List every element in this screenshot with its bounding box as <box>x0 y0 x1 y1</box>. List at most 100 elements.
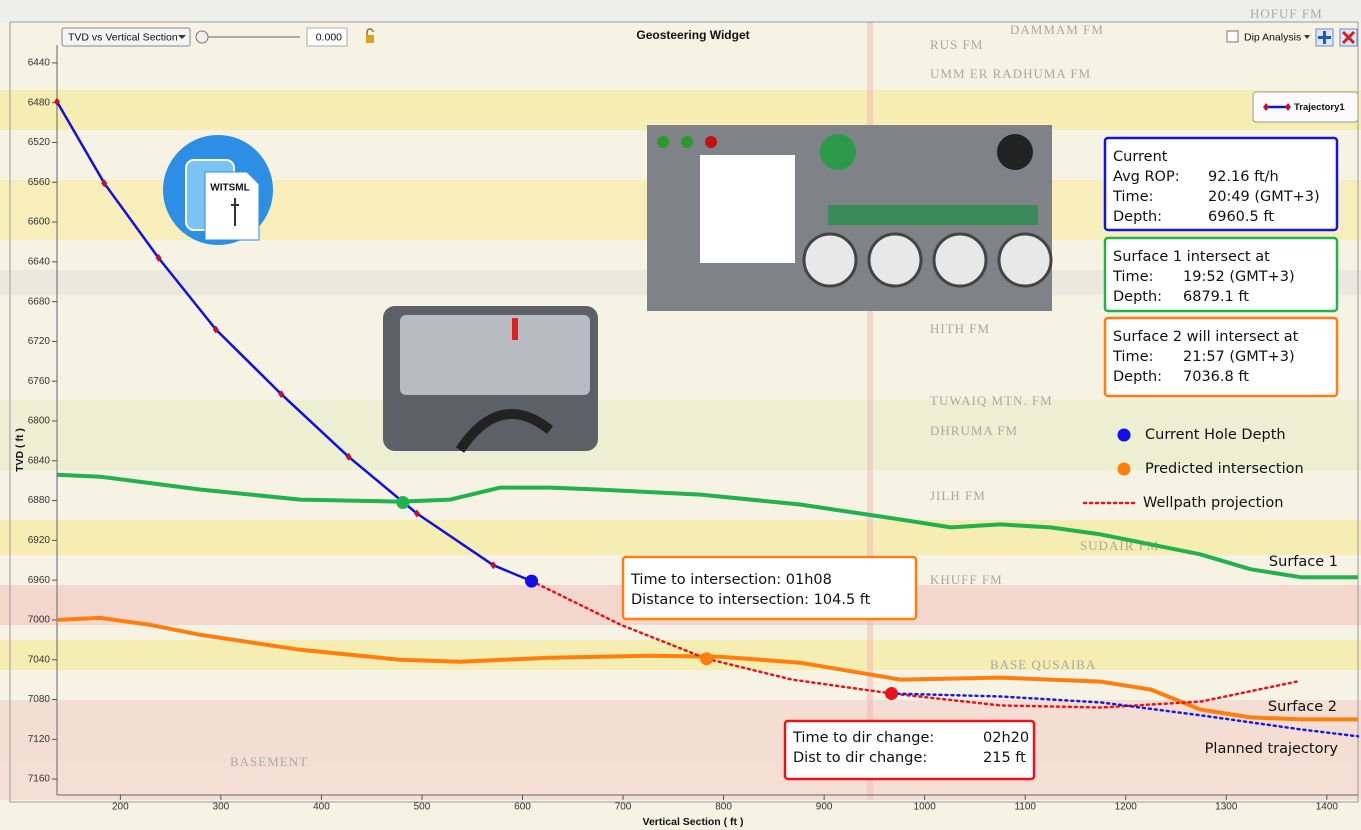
slider-thumb[interactable] <box>195 30 209 44</box>
trajectory-marker <box>101 179 108 188</box>
y-tick-label: 7120 <box>28 734 51 745</box>
trajectory-marker <box>413 509 420 518</box>
frame <box>9 21 1359 803</box>
legend: Trajectory1 Current Hole Depth Predicted i… <box>1082 102 1345 511</box>
legend-swatch <box>1117 462 1131 476</box>
info-text: Depth: <box>1113 289 1162 305</box>
y-axis-title: TVD ( ft ) <box>14 428 26 472</box>
info-text: Time to dir change: <box>792 730 934 746</box>
band <box>0 90 1361 130</box>
dash-strip <box>828 205 1038 225</box>
info-text: Time to intersection: 01h08 <box>630 572 832 588</box>
legend-label: Predicted intersection <box>1145 461 1304 477</box>
icon-rig <box>231 198 239 226</box>
info-text: 92.16 ft/h <box>1208 169 1279 185</box>
gauge <box>867 232 923 288</box>
reset-icon <box>1341 30 1356 45</box>
x-tick-label: 700 <box>615 802 632 813</box>
trajectory-marker <box>278 390 285 399</box>
trajectory-marker <box>54 97 60 106</box>
y-tick-label: 6440 <box>28 58 51 69</box>
info-text: Time: <box>1112 269 1153 285</box>
info-box <box>621 555 918 621</box>
toolbar: TVD vs Vertical Section 0.000 Geosteerin… <box>61 27 1358 47</box>
band <box>0 700 1361 800</box>
zoom-icon <box>1318 31 1331 44</box>
dip-analysis-label[interactable]: Dip Analysis <box>1244 31 1301 43</box>
event-point <box>884 687 898 701</box>
info-text: Surface 1 intersect at <box>1113 249 1270 265</box>
windshield <box>400 315 590 395</box>
info-text: 6960.5 ft <box>1208 209 1274 225</box>
x-tick-label: 1400 <box>1316 802 1339 813</box>
x-tick-label: 1000 <box>914 802 937 813</box>
series-line <box>56 472 1358 580</box>
info-text: Surface 2 will intersect at <box>1113 329 1299 345</box>
series-label: Surface 2 <box>1268 699 1337 715</box>
band <box>0 400 1361 470</box>
y-tick-label: 6800 <box>28 416 51 427</box>
y-tick-label: 7040 <box>28 654 51 665</box>
formation-label: UMM ER RADHUMA FM <box>930 66 1091 81</box>
formation-label: BASE QUSAIBA <box>990 657 1096 672</box>
event-point <box>699 652 713 666</box>
chart-title: Geosteering Widget <box>636 28 749 42</box>
y-tick-label: 6760 <box>28 376 51 387</box>
x-tick-label: 1200 <box>1115 802 1138 813</box>
y-tick-label: 6680 <box>28 296 51 307</box>
x-tick-label: 200 <box>112 802 129 813</box>
formation-label: TUWAIQ MTN. FM <box>930 393 1053 408</box>
x-tick-label: 500 <box>414 802 431 813</box>
x-tick-label: 600 <box>514 802 531 813</box>
y-tick-label: 6480 <box>28 97 51 108</box>
status-light <box>705 136 717 148</box>
x-tick-label: 300 <box>213 802 230 813</box>
formation-label: DAMMAM FM <box>1010 22 1104 37</box>
series-line <box>56 615 1358 722</box>
x-tick-label: 800 <box>715 802 732 813</box>
trajectory-marker <box>212 325 219 334</box>
dip-checkbox[interactable] <box>1226 30 1239 43</box>
legend-swatch <box>1117 428 1131 442</box>
legend-box <box>1252 91 1359 123</box>
y-tick-label: 6920 <box>28 535 51 546</box>
x-axis-title: Vertical Section ( ft ) <box>643 816 744 828</box>
formation-label: RUS FM <box>930 37 983 52</box>
legend-swatch-marker <box>1263 103 1269 111</box>
legend-swatch-marker <box>1285 103 1291 111</box>
info-text: 7036.8 ft <box>1183 369 1249 385</box>
info-box <box>1103 236 1339 313</box>
series-line <box>890 692 1360 738</box>
series-label: Planned trajectory <box>1205 741 1339 757</box>
slider-input[interactable] <box>306 27 348 47</box>
info-box <box>783 719 1036 781</box>
plot-area: 6440 6480 6520 6560 6600 6640 6680 6720 6760 6800… <box>28 58 1360 813</box>
legend-label: Trajectory1 <box>1294 102 1345 113</box>
info-text: 20:49 (GMT+3) <box>1208 189 1320 205</box>
info-text: Time: <box>1112 349 1153 365</box>
formation-label: HITH FM <box>930 321 990 336</box>
dash-pie <box>997 134 1033 170</box>
y-tick-label: 6880 <box>28 495 51 506</box>
lock-icon[interactable] <box>366 35 374 43</box>
info-text: 6879.1 ft <box>1183 289 1249 305</box>
y-tick-label: 6600 <box>28 217 51 228</box>
info-text: 02h20 <box>983 730 1029 746</box>
info-text: Avg ROP: <box>1113 169 1180 185</box>
status-light <box>681 136 693 148</box>
formation-label: JILH FM <box>930 488 986 503</box>
legend-label: Wellpath projection <box>1143 495 1283 511</box>
x-tick-label: 1100 <box>1014 802 1036 813</box>
info-text: Depth: <box>1113 209 1162 225</box>
view-dropdown[interactable] <box>61 27 191 47</box>
trajectory-marker <box>155 253 162 262</box>
icon-label: WITSML <box>210 183 249 194</box>
x-tick-label: 400 <box>313 802 330 813</box>
trajectory-marker <box>490 561 497 570</box>
y-tick-label: 6560 <box>28 177 51 188</box>
formation-label: DHRUMA FM <box>930 423 1018 438</box>
x-tick-label: 900 <box>816 802 833 813</box>
witsml-icon: WITSML <box>163 135 273 245</box>
y-tick-label: 6840 <box>28 455 51 466</box>
view-dropdown-label: TVD vs Vertical Section <box>68 31 178 43</box>
